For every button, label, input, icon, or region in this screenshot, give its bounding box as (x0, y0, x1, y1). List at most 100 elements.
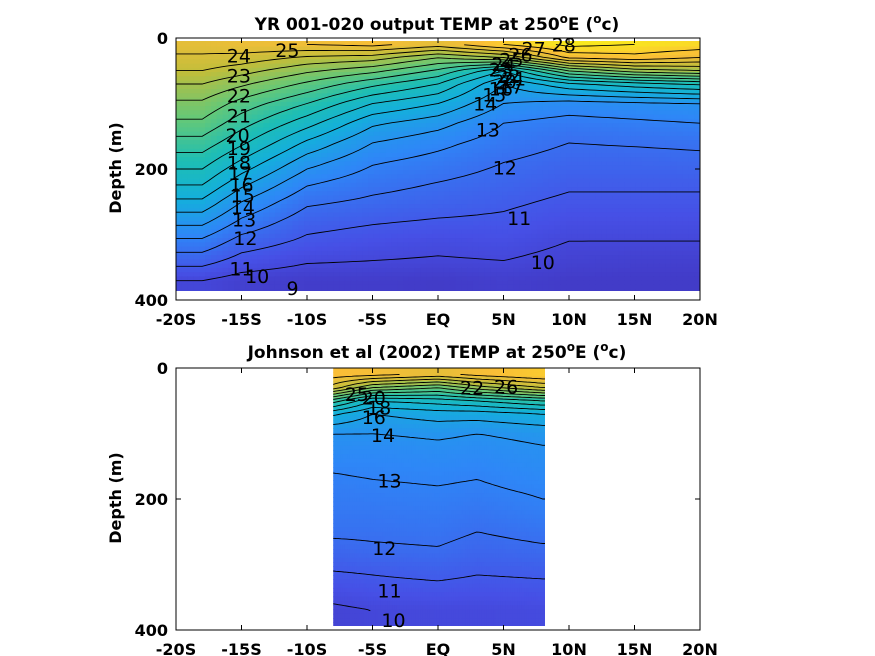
heat-cell (205, 106, 212, 111)
heat-cell (490, 140, 497, 146)
heat-cell (408, 233, 416, 239)
heat-cell (263, 161, 270, 167)
heat-cell (298, 174, 305, 180)
heat-cell (467, 229, 474, 235)
heat-cell (490, 195, 497, 201)
heat-cell (187, 55, 195, 60)
heat-cell (688, 204, 695, 209)
heat-cell (339, 233, 346, 239)
heat-cell (274, 123, 282, 129)
heat-cell (606, 263, 614, 269)
heat-cell (641, 152, 649, 158)
heat-cell (362, 221, 369, 226)
heat-cell (519, 140, 526, 146)
heat-cell (408, 229, 416, 235)
heat-cell (181, 191, 189, 197)
heat-cell (432, 59, 439, 65)
panel-1-title: YR 001-020 output TEMP at 250oE (oc) (254, 12, 620, 35)
heat-cell (624, 263, 631, 269)
heat-cell (659, 110, 666, 116)
heat-cell (245, 187, 253, 192)
heat-cell (373, 50, 381, 56)
heat-cell (321, 84, 328, 90)
heat-cell (176, 216, 183, 222)
heat-cell (612, 140, 620, 146)
heat-cell (391, 242, 398, 248)
heat-cell (269, 148, 276, 154)
heat-cell (612, 80, 620, 86)
heat-cell (659, 67, 666, 73)
heat-cell (502, 152, 509, 158)
heat-cell (438, 238, 445, 243)
heat-cell (205, 76, 212, 82)
heat-cell (379, 259, 387, 265)
heat-cell (694, 221, 700, 226)
heat-cell (199, 199, 206, 205)
heat-cell (694, 42, 700, 48)
heat-cell (205, 259, 212, 265)
heat-cell (187, 174, 195, 180)
heat-cell (414, 259, 422, 265)
heat-cell (193, 140, 200, 146)
heat-cell (286, 178, 294, 184)
heat-cell (298, 246, 305, 252)
heat-cell (397, 41, 404, 43)
heat-cell (496, 42, 503, 48)
heat-cell (641, 123, 649, 129)
heat-cell (199, 229, 206, 235)
heat-cell (286, 123, 294, 129)
heat-cell (484, 131, 491, 137)
heat-cell (181, 101, 189, 107)
heat-cell (467, 148, 474, 154)
heat-cell (595, 123, 602, 129)
heat-cell (571, 131, 579, 137)
heat-cell (228, 216, 235, 222)
heat-cell (210, 42, 218, 48)
heat-cell (676, 182, 684, 188)
heat-cell (315, 59, 323, 65)
heat-cell (467, 225, 474, 231)
heat-cell (181, 199, 189, 205)
heat-cell (263, 208, 270, 214)
heat-cell (502, 76, 509, 82)
heat-cell (630, 178, 637, 184)
heat-cell (391, 152, 398, 158)
heat-cell (566, 233, 573, 239)
heat-cell (519, 144, 526, 150)
heat-cell (362, 59, 369, 65)
heat-cell (333, 212, 340, 218)
heat-cell (694, 233, 700, 239)
heat-cell (647, 238, 655, 243)
heat-cell (490, 242, 497, 248)
heat-cell (682, 233, 689, 239)
heat-cell (193, 55, 200, 60)
heat-cell (205, 41, 212, 43)
heat-cell (630, 148, 637, 154)
heat-cell (333, 233, 340, 239)
heat-cell (682, 80, 689, 86)
heat-cell (461, 106, 468, 111)
heat-cell (577, 169, 585, 175)
heat-cell (659, 195, 666, 201)
heat-cell (548, 123, 556, 129)
heat-cell (327, 187, 334, 192)
heat-cell (181, 169, 189, 175)
heat-cell (333, 246, 340, 252)
heat-cell (566, 89, 573, 94)
heat-cell (682, 169, 689, 175)
heat-cell (519, 93, 526, 99)
heat-cell (694, 212, 700, 218)
heat-cell (216, 221, 224, 226)
heat-cell (513, 229, 521, 235)
heat-cell (292, 174, 299, 180)
heat-cell (298, 255, 305, 260)
heat-cell (251, 182, 259, 188)
heat-cell (519, 187, 526, 192)
heat-cell (379, 182, 387, 188)
heat-cell (478, 195, 486, 201)
heat-cell (414, 80, 422, 86)
heat-cell (455, 110, 462, 116)
heat-cell (438, 144, 445, 150)
heat-cell (496, 80, 503, 86)
heat-cell (344, 169, 352, 175)
